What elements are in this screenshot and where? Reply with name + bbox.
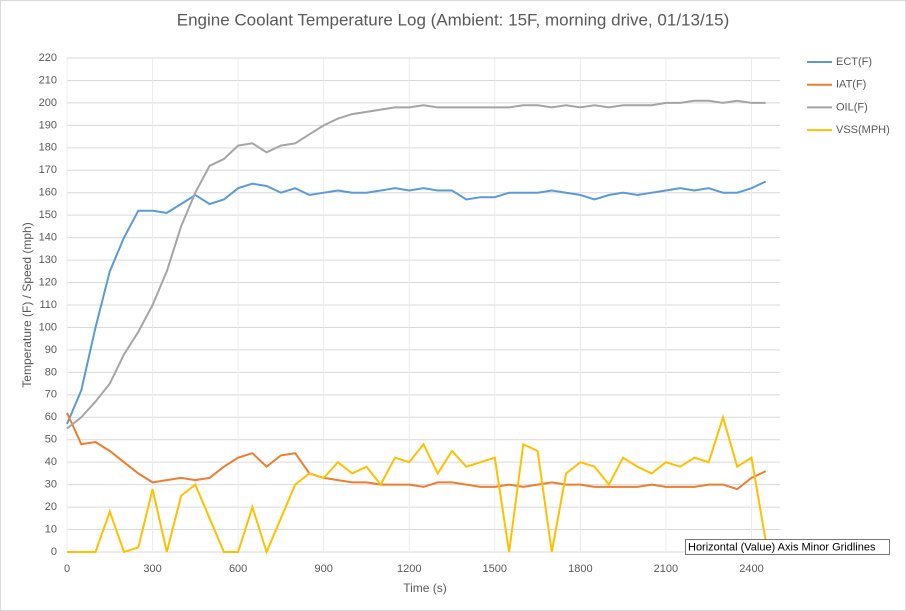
y-tick-label: 210 (39, 74, 57, 86)
y-tick-label: 120 (39, 276, 57, 288)
legend-label: VSS(MPH) (836, 124, 890, 136)
legend-label: OIL(F) (836, 101, 868, 113)
series-line (67, 413, 767, 555)
x-tick-label: 600 (229, 563, 247, 575)
y-tick-label: 220 (39, 52, 57, 64)
y-axis-title: Temperature (F) / Speed (mph) (20, 222, 34, 387)
x-tick-label: 2400 (739, 563, 763, 575)
y-tick-label: 170 (39, 164, 57, 176)
y-tick-label: 150 (39, 209, 57, 221)
y-tick-label: 70 (45, 389, 57, 401)
series-line (66, 99, 766, 430)
x-tick-label: 300 (143, 563, 161, 575)
y-tick-label: 0 (51, 546, 57, 558)
x-tick-label: 1200 (397, 563, 421, 575)
y-tick-label: 100 (39, 321, 57, 333)
y-tick-label: 200 (39, 97, 57, 109)
x-tick-label: 2100 (654, 563, 678, 575)
series-line (66, 180, 767, 425)
y-tick-label: 90 (45, 344, 57, 356)
chart-title: Engine Coolant Temperature Log (Ambient:… (177, 10, 730, 29)
y-tick-label: 60 (45, 411, 57, 423)
x-tick-label: 0 (64, 563, 70, 575)
x-axis-title: Time (s) (403, 581, 447, 595)
y-tick-label: 190 (39, 119, 57, 131)
tooltip: Horizontal (Value) Axis Minor Gridlines (688, 541, 876, 553)
y-tick-label: 140 (39, 232, 57, 244)
y-tick-label: 30 (45, 479, 57, 491)
y-tick-label: 10 (45, 523, 57, 535)
y-tick-label: 160 (39, 187, 57, 199)
y-tick-label: 80 (45, 366, 57, 378)
tooltip-box (685, 539, 890, 555)
y-tick-label: 110 (39, 299, 57, 311)
legend-label: IAT(F) (836, 79, 866, 91)
series-line (66, 412, 767, 491)
x-tick-label: 1500 (483, 563, 507, 575)
y-tick-label: 130 (39, 254, 57, 266)
y-tick-label: 40 (45, 456, 57, 468)
y-tick-label: 20 (45, 501, 57, 513)
y-tick-label: 50 (45, 434, 57, 446)
x-tick-label: 1800 (568, 563, 592, 575)
legend-label: ECT(F) (836, 56, 872, 68)
y-tick-label: 180 (39, 142, 57, 154)
x-tick-label: 900 (315, 563, 333, 575)
